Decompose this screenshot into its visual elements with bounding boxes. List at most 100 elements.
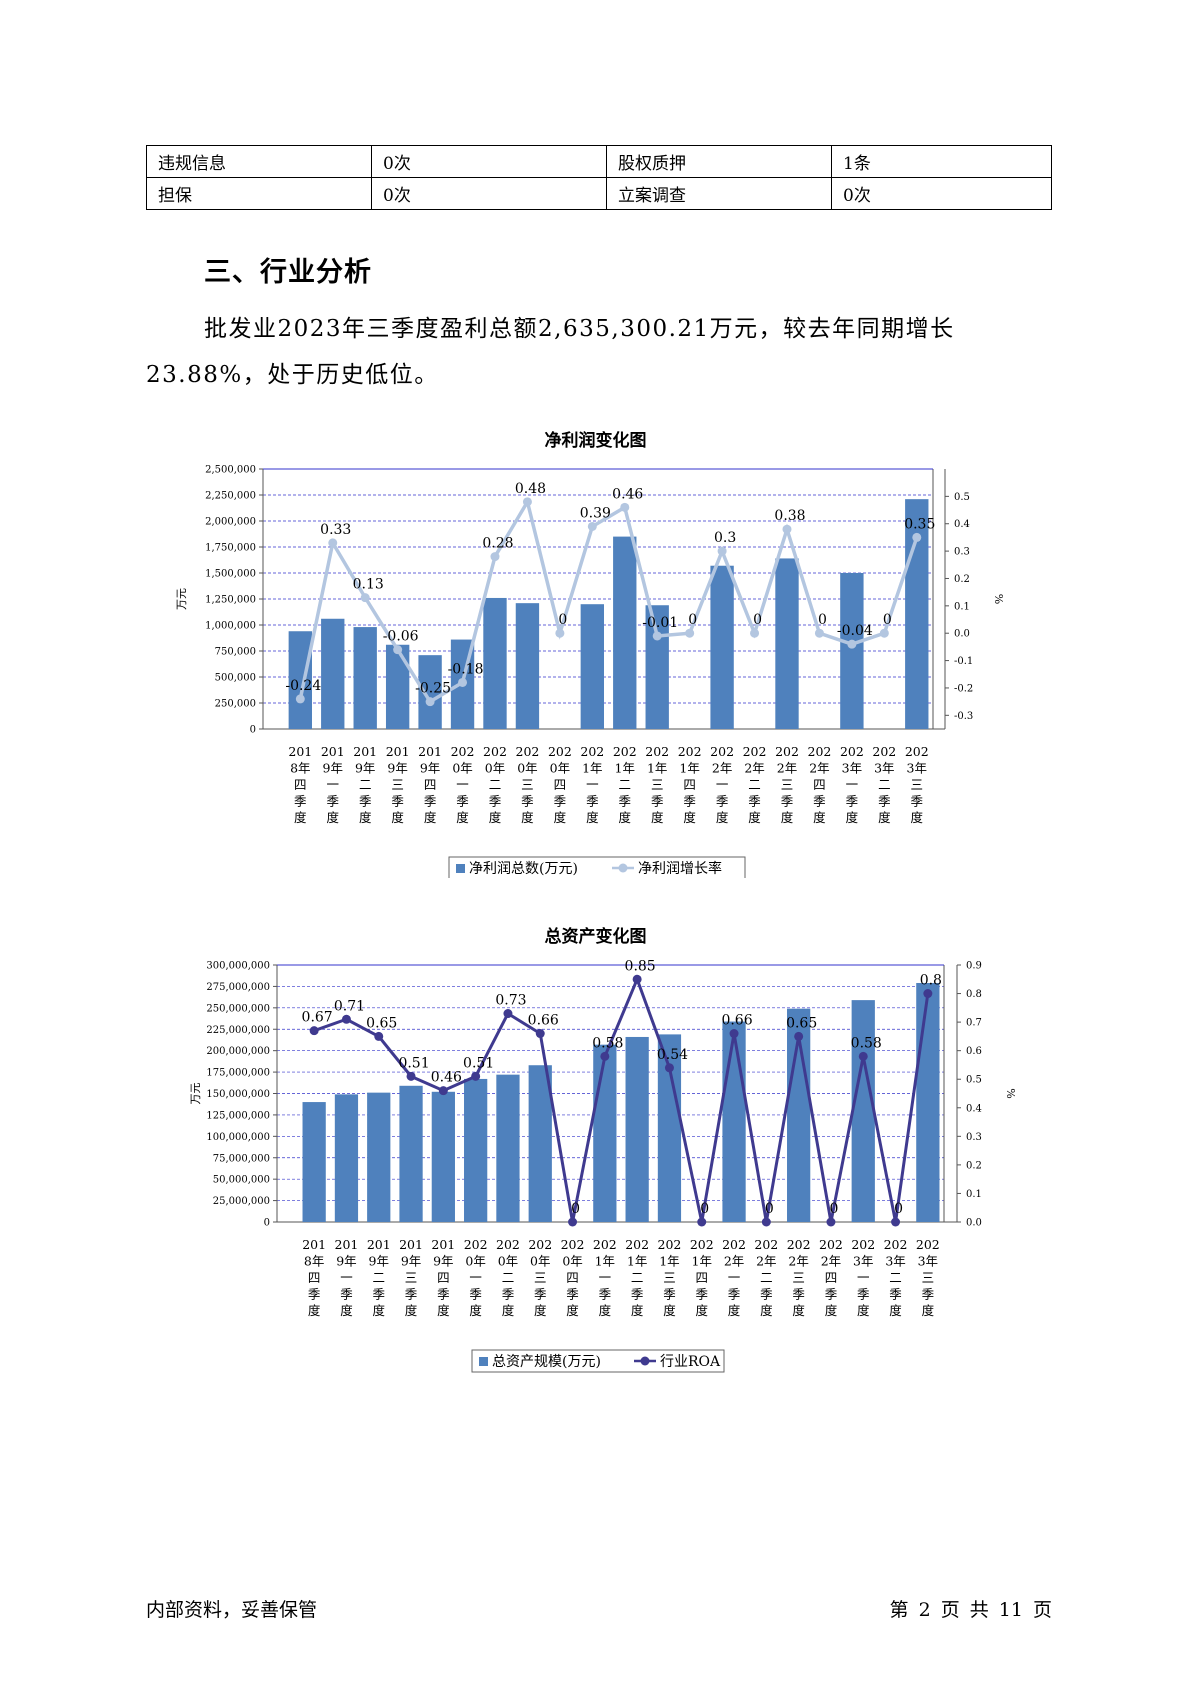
line-point (697, 1217, 707, 1227)
x-tick-label: 二 (631, 1270, 644, 1285)
x-tick-label: 季 (554, 794, 567, 809)
x-tick-label: 202 (548, 744, 572, 759)
y2-tick-label: 0.5 (954, 492, 970, 503)
y-axis-label: 万元 (189, 1083, 202, 1105)
x-tick-label: 度 (781, 810, 794, 825)
data-label: 0.33 (320, 522, 351, 538)
x-tick-label: 度 (792, 1303, 805, 1318)
x-tick-label: 202 (787, 1237, 811, 1252)
y-tick-label: 25,000,000 (213, 1196, 270, 1207)
x-tick-label: 度 (405, 1303, 418, 1318)
x-tick-label: 202 (722, 1237, 746, 1252)
line-point (328, 538, 338, 548)
data-label: 0.48 (515, 481, 546, 497)
bar (528, 1065, 552, 1222)
x-tick-label: 季 (327, 794, 340, 809)
x-tick-label: 三 (405, 1270, 418, 1285)
y2-axis-label: % (992, 594, 1005, 604)
bar (657, 1034, 682, 1222)
x-tick-label: 季 (372, 1287, 385, 1302)
data-label: -0.06 (383, 629, 419, 645)
x-tick-label: 三 (534, 1270, 547, 1285)
x-tick-label: 3年 (907, 761, 927, 776)
x-tick-label: 202 (884, 1237, 908, 1252)
bar (722, 1021, 746, 1222)
x-tick-label: 9年 (387, 761, 407, 776)
x-tick-label: 三 (922, 1270, 935, 1285)
x-tick-label: 季 (405, 1287, 418, 1302)
x-tick-label: 二 (489, 777, 502, 792)
x-tick-label: 二 (760, 1270, 773, 1285)
x-tick-label: 202 (528, 1237, 552, 1252)
x-tick-label: 度 (521, 810, 534, 825)
y-tick-label: 2,000,000 (205, 517, 256, 528)
line-point (600, 1051, 610, 1061)
data-label: 0.51 (398, 1055, 429, 1071)
x-tick-label: 度 (566, 1303, 579, 1318)
x-tick-label: 季 (781, 794, 794, 809)
line-point (879, 628, 889, 638)
y2-tick-label: 0.6 (966, 1046, 982, 1057)
x-tick-label: 四 (813, 777, 826, 792)
series-line (298, 497, 919, 705)
x-tick-label: 度 (456, 810, 469, 825)
bar (710, 565, 734, 729)
x-tick-label: 度 (825, 1303, 838, 1318)
table-row: 担保 0次 立案调查 0次 (146, 177, 1052, 210)
line-point (587, 521, 597, 531)
x-tick-label: 四 (437, 1270, 450, 1285)
x-tick-label: 度 (534, 1303, 547, 1318)
y2-tick-label: 0.1 (954, 601, 970, 612)
x-tick-label: 度 (760, 1303, 773, 1318)
x-tick-label: 0年 (550, 761, 570, 776)
x-tick-label: 一 (469, 1270, 482, 1285)
x-tick-label: 8年 (290, 761, 310, 776)
x-tick-label: 季 (456, 794, 469, 809)
x-tick-label: 9年 (401, 1254, 421, 1269)
line-point (393, 645, 403, 655)
y2-tick-label: 0.2 (954, 574, 970, 585)
line-point (374, 1031, 384, 1041)
x-tick-label: 度 (683, 810, 696, 825)
legend-line-swatch (640, 1356, 650, 1366)
data-label: 0 (700, 1201, 709, 1217)
x-tick-label: 202 (710, 744, 734, 759)
data-label: 0 (765, 1201, 774, 1217)
x-tick-label: 度 (878, 810, 891, 825)
line-point (891, 1217, 901, 1227)
y-tick-label: 2,500,000 (205, 465, 256, 476)
data-label: 0 (883, 612, 892, 628)
x-tick-label: 2年 (788, 1254, 808, 1269)
line-point (406, 1071, 416, 1081)
data-label: 0.65 (786, 1015, 817, 1031)
y2-tick-label: 0.8 (966, 989, 982, 1000)
bar (851, 1000, 875, 1222)
y-tick-label: 750,000 (215, 647, 256, 658)
x-tick-label: 四 (566, 1270, 579, 1285)
x-tick-label: 2年 (821, 1254, 841, 1269)
data-label: 0.3 (714, 530, 736, 546)
x-tick-label: 度 (663, 1303, 676, 1318)
y2-tick-label: 0.3 (954, 547, 970, 558)
bar (353, 627, 377, 729)
x-tick-label: 季 (911, 794, 924, 809)
x-tick-label: 三 (911, 777, 924, 792)
x-tick-label: 度 (340, 1303, 353, 1318)
legend-bar-swatch (456, 864, 465, 873)
x-tick-label: 202 (625, 1237, 649, 1252)
data-label: 0 (818, 612, 827, 628)
x-tick-label: 季 (663, 1287, 676, 1302)
x-tick-label: 201 (353, 744, 377, 759)
x-tick-label: 1年 (582, 761, 602, 776)
bar (431, 1091, 455, 1222)
x-tick-label: 一 (846, 777, 859, 792)
table-cell: 0次 (371, 145, 607, 178)
data-label: 0.65 (366, 1015, 397, 1031)
data-label: 0.71 (334, 998, 365, 1014)
analysis-paragraph: 批发业2023年三季度盈利总额2,635,300.21万元，较去年同期增长23.… (146, 316, 955, 388)
y-tick-label: 250,000 (215, 699, 256, 710)
x-tick-label: 9年 (369, 1254, 389, 1269)
y-tick-label: 175,000,000 (206, 1068, 270, 1079)
line-point (847, 639, 857, 649)
y-tick-label: 200,000,000 (206, 1046, 270, 1057)
